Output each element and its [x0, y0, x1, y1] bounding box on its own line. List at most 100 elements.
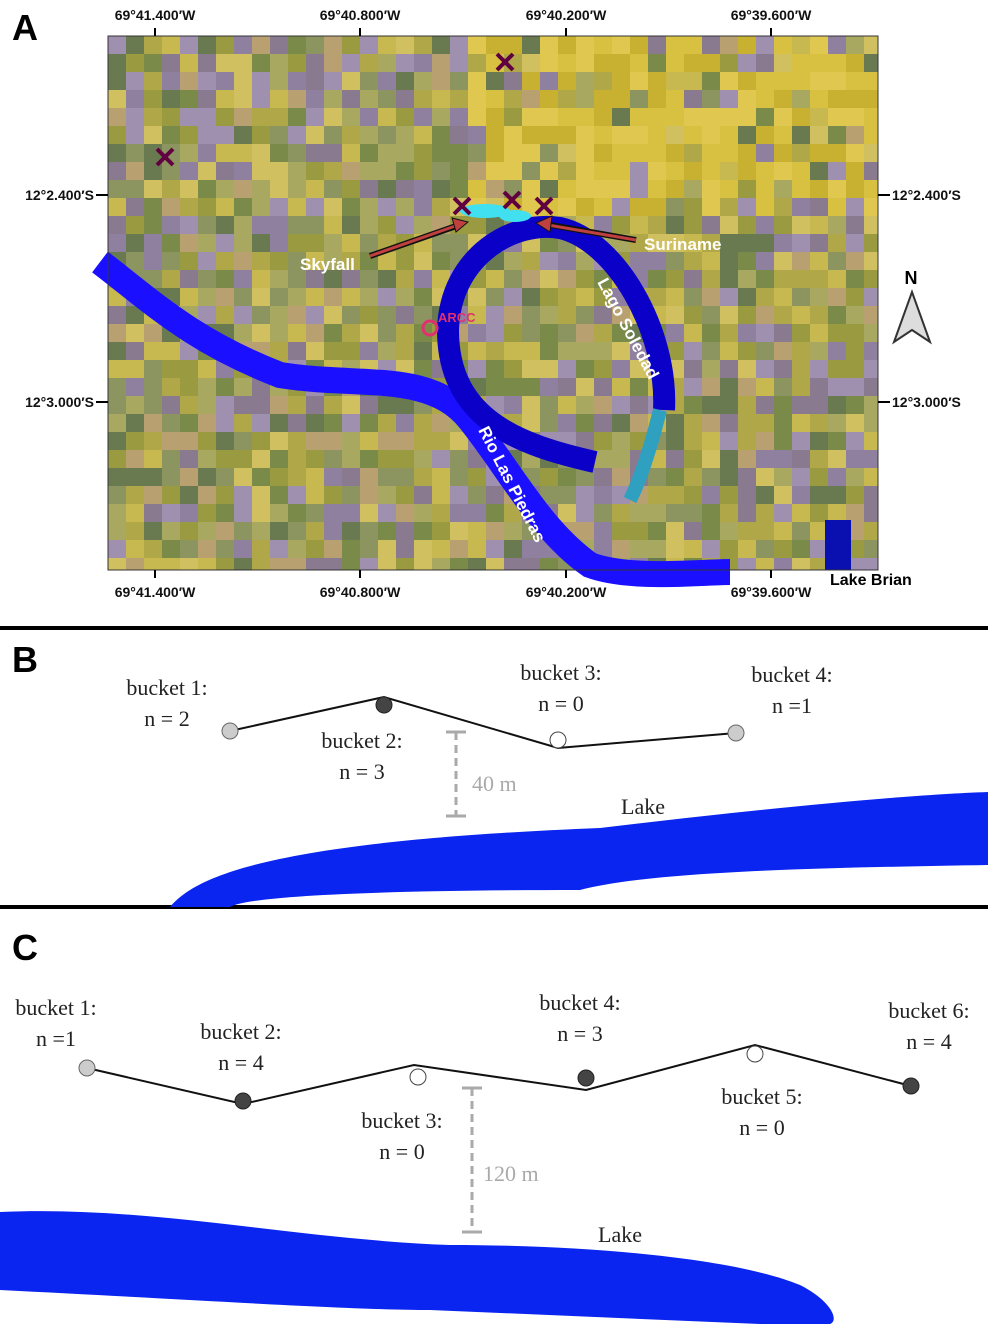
- image-cell: [702, 540, 720, 558]
- image-cell: [774, 468, 792, 486]
- image-cell: [162, 216, 180, 234]
- image-cell: [306, 144, 324, 162]
- image-cell: [396, 90, 414, 108]
- image-cell: [162, 342, 180, 360]
- image-cell: [324, 36, 342, 54]
- image-cell: [234, 270, 252, 288]
- image-cell: [630, 504, 648, 522]
- image-cell: [342, 108, 360, 126]
- image-cell: [306, 36, 324, 54]
- image-cell: [810, 288, 828, 306]
- image-cell: [828, 288, 846, 306]
- image-cell: [738, 432, 756, 450]
- image-cell: [324, 288, 342, 306]
- image-cell: [702, 36, 720, 54]
- image-cell: [126, 54, 144, 72]
- image-cell: [468, 360, 486, 378]
- image-cell: [288, 90, 306, 108]
- image-cell: [720, 36, 738, 54]
- image-cell: [396, 162, 414, 180]
- image-cell: [522, 360, 540, 378]
- image-cell: [774, 36, 792, 54]
- image-cell: [702, 432, 720, 450]
- image-cell: [666, 540, 684, 558]
- image-cell: [468, 144, 486, 162]
- image-cell: [216, 234, 234, 252]
- image-cell: [720, 306, 738, 324]
- image-cell: [828, 108, 846, 126]
- image-cell: [270, 180, 288, 198]
- image-cell: [828, 144, 846, 162]
- image-cell: [702, 72, 720, 90]
- image-cell: [198, 270, 216, 288]
- image-cell: [144, 360, 162, 378]
- image-cell: [108, 468, 126, 486]
- image-cell: [774, 288, 792, 306]
- image-cell: [810, 324, 828, 342]
- image-cell: [432, 504, 450, 522]
- image-cell: [810, 306, 828, 324]
- image-cell: [648, 504, 666, 522]
- image-cell: [378, 540, 396, 558]
- image-cell: [270, 324, 288, 342]
- image-cell: [810, 126, 828, 144]
- image-cell: [216, 216, 234, 234]
- image-cell: [792, 126, 810, 144]
- image-cell: [126, 144, 144, 162]
- image-cell: [252, 108, 270, 126]
- image-cell: [324, 432, 342, 450]
- image-cell: [450, 558, 468, 570]
- image-cell: [288, 468, 306, 486]
- image-cell: [108, 36, 126, 54]
- image-cell: [684, 522, 702, 540]
- image-cell: [162, 36, 180, 54]
- image-cell: [702, 378, 720, 396]
- image-cell: [306, 558, 324, 570]
- image-cell: [702, 486, 720, 504]
- image-cell: [126, 216, 144, 234]
- image-cell: [234, 198, 252, 216]
- image-cell: [198, 432, 216, 450]
- image-cell: [180, 540, 198, 558]
- image-cell: [756, 144, 774, 162]
- image-cell: [558, 270, 576, 288]
- image-cell: [738, 378, 756, 396]
- image-cell: [450, 468, 468, 486]
- image-cell: [702, 306, 720, 324]
- image-cell: [792, 198, 810, 216]
- image-cell: [108, 162, 126, 180]
- image-cell: [234, 414, 252, 432]
- image-cell: [144, 468, 162, 486]
- image-cell: [324, 342, 342, 360]
- image-cell: [792, 540, 810, 558]
- image-cell: [738, 252, 756, 270]
- image-cell: [252, 504, 270, 522]
- image-cell: [162, 504, 180, 522]
- image-cell: [378, 342, 396, 360]
- image-cell: [702, 288, 720, 306]
- image-cell: [792, 378, 810, 396]
- image-cell: [162, 198, 180, 216]
- image-cell: [864, 108, 878, 126]
- image-cell: [432, 450, 450, 468]
- image-cell: [270, 504, 288, 522]
- transect: [230, 697, 736, 748]
- image-cell: [126, 72, 144, 90]
- image-cell: [270, 558, 288, 570]
- image-cell: [252, 90, 270, 108]
- image-cell: [738, 504, 756, 522]
- image-cell: [198, 36, 216, 54]
- image-cell: [216, 522, 234, 540]
- image-cell: [540, 414, 558, 432]
- image-cell: [504, 72, 522, 90]
- image-cell: [540, 558, 558, 570]
- place-label: Suriname: [644, 235, 721, 254]
- image-cell: [306, 306, 324, 324]
- image-cell: [144, 450, 162, 468]
- image-cell: [756, 198, 774, 216]
- image-cell: [846, 252, 864, 270]
- image-cell: [252, 558, 270, 570]
- image-cell: [522, 108, 540, 126]
- image-cell: [216, 468, 234, 486]
- image-cell: [144, 486, 162, 504]
